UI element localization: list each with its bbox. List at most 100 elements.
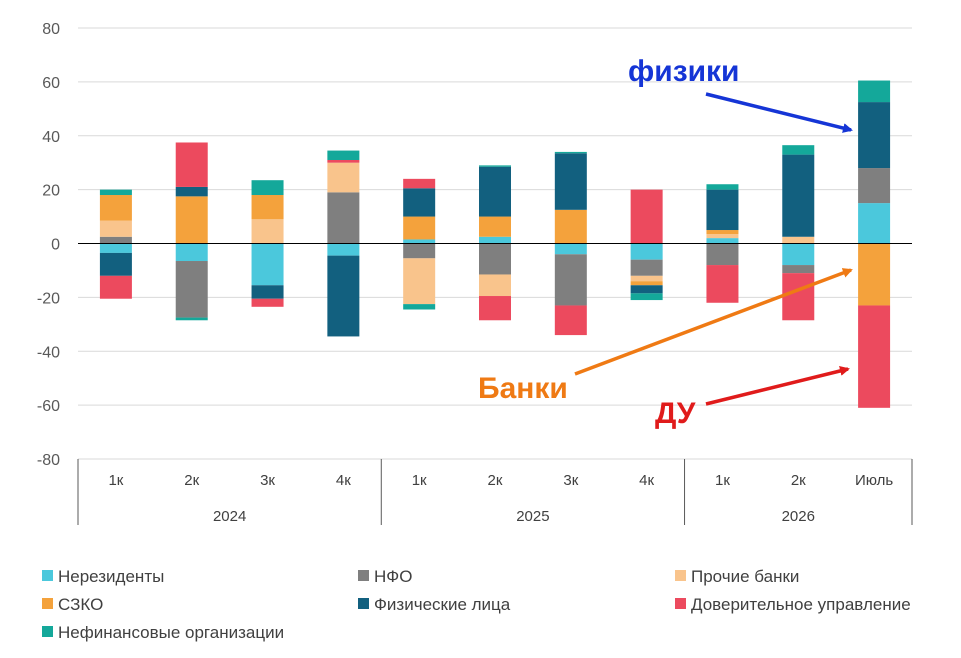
- bar-segment: [99, 220, 132, 237]
- bar-segment: [175, 196, 208, 244]
- bar-segment: [99, 236, 132, 244]
- bar-segment: [706, 184, 739, 190]
- bar-segment: [630, 243, 663, 260]
- bar-segment: [858, 203, 891, 244]
- bar-segment: [479, 243, 511, 275]
- bar-segment: [706, 243, 739, 266]
- bar-segment: [858, 102, 891, 169]
- legend-label: НФО: [374, 567, 412, 586]
- bar-segment: [630, 293, 663, 301]
- y-tick-label: -20: [37, 290, 60, 307]
- bar-segment: [706, 230, 739, 235]
- bar-segment: [327, 150, 360, 160]
- bar-segment: [99, 252, 132, 276]
- x-tick-label: 4к: [639, 472, 654, 489]
- bar-segment: [251, 285, 284, 299]
- bar-segment: [782, 145, 815, 155]
- bar-segment: [554, 209, 587, 244]
- bar-segment: [251, 195, 284, 220]
- x-tick-label: 1к: [412, 472, 427, 489]
- bar-segment: [251, 219, 284, 244]
- bar-segment: [403, 178, 436, 189]
- bar-segment: [706, 189, 739, 231]
- annotations: физики Банки ДУ: [478, 55, 853, 430]
- x-tick-label: 2к: [791, 472, 806, 489]
- x-tick-label: 1к: [715, 472, 730, 489]
- bar-segment: [403, 216, 436, 240]
- bar-segment: [175, 243, 208, 262]
- bar-segment: [99, 195, 132, 221]
- bar-segment: [782, 273, 815, 321]
- bar-segment: [630, 275, 663, 282]
- bar-segment: [251, 180, 284, 196]
- bar-segment: [479, 165, 511, 167]
- legend-label: Нефинансовые организации: [58, 623, 284, 642]
- bar-series: [99, 80, 891, 408]
- legend-label: Прочие банки: [691, 567, 799, 586]
- bar-segment: [630, 281, 663, 286]
- bar-segment: [858, 80, 891, 103]
- bar-segment: [175, 186, 208, 197]
- bar-segment: [858, 243, 891, 306]
- y-tick-label: 40: [42, 129, 60, 146]
- bar-segment: [706, 265, 739, 303]
- bar-segment: [782, 243, 815, 266]
- bar-segment: [554, 243, 587, 255]
- y-tick-label: 60: [42, 75, 60, 92]
- bar-segment: [630, 259, 663, 276]
- y-tick-label: 20: [42, 183, 60, 200]
- legend-swatch: [42, 598, 53, 609]
- bar-segment: [251, 298, 284, 307]
- y-tick-label: -80: [37, 452, 60, 469]
- bar-segment: [403, 239, 436, 244]
- bar-segment: [99, 189, 132, 196]
- bar-segment: [479, 236, 511, 244]
- bar-segment: [403, 258, 436, 305]
- bar-segment: [175, 261, 208, 318]
- arrow-banki: [574, 268, 853, 376]
- bar-segment: [479, 274, 511, 297]
- bar-segment: [479, 166, 511, 217]
- x-group-label: 2025: [516, 508, 549, 525]
- x-tick-label: 2к: [488, 472, 503, 489]
- legend-label: Доверительное управление: [691, 595, 911, 614]
- bar-segment: [175, 317, 208, 321]
- bar-segment: [327, 159, 360, 163]
- bar-segment: [327, 192, 360, 244]
- x-tick-label: 4к: [336, 472, 351, 489]
- arrow-du: [705, 366, 850, 406]
- bar-segment: [403, 304, 436, 310]
- bar-segment: [706, 238, 739, 244]
- x-tick-label: Июль: [855, 472, 893, 489]
- bar-segment: [782, 154, 815, 237]
- bar-segment: [858, 168, 891, 204]
- legend-label: Нерезиденты: [58, 567, 164, 586]
- bar-segment: [99, 243, 132, 253]
- y-tick-label: -60: [37, 398, 60, 415]
- bar-segment: [327, 243, 360, 256]
- legend-swatch: [358, 598, 369, 609]
- annotation-du: ДУ: [655, 397, 696, 430]
- x-group-label: 2024: [213, 508, 246, 525]
- bar-segment: [251, 243, 284, 286]
- x-tick-label: 2к: [184, 472, 199, 489]
- legend: Нерезиденты НФО Прочие банки СЗКО Физические…: [42, 567, 911, 642]
- bar-segment: [99, 275, 132, 299]
- bar-segment: [479, 216, 511, 237]
- x-tick-label: 1к: [108, 472, 123, 489]
- bar-segment: [554, 153, 587, 210]
- bar-segment: [327, 255, 360, 337]
- bar-segment: [554, 151, 587, 154]
- y-tick-label: -40: [37, 344, 60, 361]
- bar-segment: [403, 188, 436, 217]
- bar-segment: [479, 296, 511, 321]
- bar-segment: [403, 243, 436, 259]
- bar-segment: [630, 285, 663, 294]
- x-tick-label: 3к: [563, 472, 578, 489]
- bar-segment: [782, 265, 815, 274]
- annotation-fiziki: физики: [628, 55, 740, 88]
- bar-segment: [782, 236, 815, 244]
- x-axis: 1к 2к 3к 4к 1к 2к 3к 4к 1к 2к Июль 2024 2025 2026: [77, 459, 913, 525]
- bar-segment: [175, 142, 208, 187]
